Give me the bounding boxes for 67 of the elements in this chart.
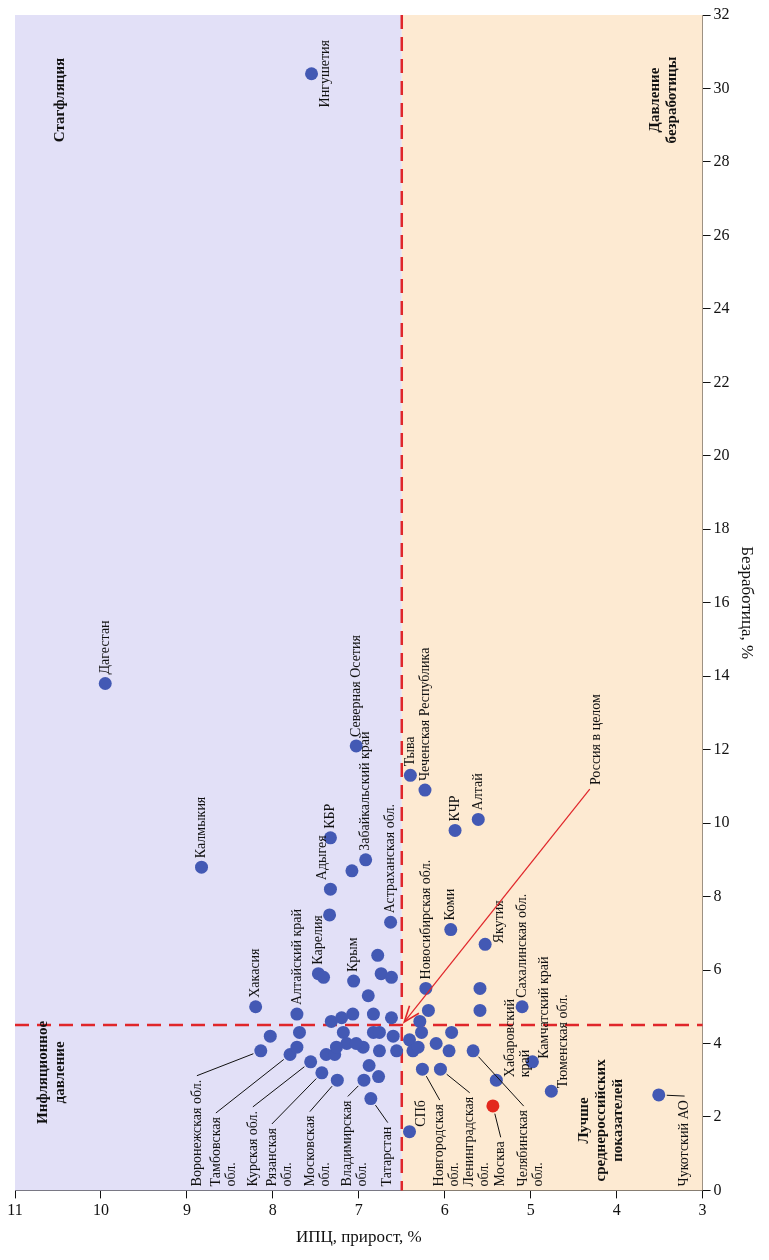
x-tick-label: 9 [182, 1201, 191, 1219]
annotation: Тыва [402, 735, 418, 767]
x-tick-label: 11 [7, 1201, 23, 1219]
y-tick-label: 32 [713, 5, 730, 23]
y-tick-label: 26 [713, 225, 730, 243]
y-tick-label: 16 [713, 592, 730, 610]
y-tick-label: 30 [713, 78, 730, 96]
y-tick-label: 12 [713, 739, 730, 757]
x-tick-label: 4 [612, 1201, 621, 1219]
annotation: Якутия [490, 899, 506, 944]
y-tick-label: 14 [713, 666, 730, 684]
annotation: Ленинградская обл. [461, 1096, 492, 1187]
annotation: Хакасия [247, 947, 263, 998]
annotation: Москва [492, 1140, 508, 1187]
annotation: Челябинская обл. [515, 1109, 546, 1187]
annotation: Татарстан [379, 1126, 395, 1187]
annotation: Астраханская обл. [382, 804, 398, 914]
annotation: СПб [413, 1100, 429, 1127]
y-tick-label: 4 [713, 1033, 722, 1051]
annotation: КЧР [446, 795, 462, 822]
annotation: Инфляционное давление [33, 1020, 67, 1124]
annotation: Дагестан [96, 619, 112, 675]
annotation: Тюменская обл. [555, 994, 570, 1089]
annotation: Новгородская обл. [431, 1103, 462, 1187]
y-tick-label: 20 [713, 445, 730, 463]
y-tick-label: 10 [713, 813, 730, 831]
y-axis-title: Безработица, % [738, 546, 758, 660]
annotation: Лучше среднероссийских показателей [575, 1058, 626, 1182]
annotation: Новосибирская обл. [417, 859, 433, 980]
annotation: Стагфляция [50, 57, 67, 143]
annotation: Чукотский АО [676, 1100, 692, 1187]
y-tick-label: 2 [713, 1107, 722, 1125]
y-tick-label: 6 [713, 960, 722, 978]
y-tick-label: 18 [713, 519, 730, 537]
annotation: Алтай [469, 772, 485, 811]
x-tick-label: 6 [440, 1201, 449, 1219]
annotation: Курская обл. [244, 1110, 260, 1187]
x-tick-label: 5 [526, 1201, 535, 1219]
annotation: Коми [442, 888, 458, 921]
annotation: КБР [322, 803, 338, 829]
annotation: Тамбовская обл. [207, 1116, 238, 1187]
annotation: Воронежская обл. [188, 1079, 204, 1187]
y-tick-label: 22 [713, 372, 730, 390]
annotation: Калмыкия [193, 796, 209, 859]
annotation: Адыгея [314, 834, 330, 881]
annotation: Ингушетия [317, 39, 333, 108]
annotation: Алтайский край [288, 908, 304, 1006]
x-tick-label: 7 [354, 1201, 363, 1219]
annotation: Московская обл. [301, 1115, 332, 1187]
annotation: Владимирская обл. [339, 1099, 370, 1187]
y-tick-label: 8 [713, 886, 722, 904]
annotation: Давление безработицы [646, 56, 680, 144]
y-tick-label: 0 [713, 1180, 722, 1198]
x-tick-label: 3 [698, 1201, 707, 1219]
x-tick-label: 8 [268, 1201, 277, 1219]
annotation: Карелия [310, 914, 326, 965]
annotation: Россия в целом [588, 693, 604, 786]
x-axis-title: ИПЦ, прирост, % [295, 1227, 422, 1247]
annotation: Чеченская Республика [416, 646, 432, 782]
x-tick-label: 10 [92, 1201, 109, 1219]
annotation: Крым [345, 937, 361, 973]
annotation: Хабаровский край [501, 998, 532, 1078]
annotation: Камчатский край [536, 955, 552, 1059]
annotation: Рязанская обл. [263, 1127, 294, 1187]
annotation: Сахалинская обл. [513, 893, 529, 998]
y-tick-label: 28 [713, 152, 730, 170]
y-tick-label: 24 [713, 299, 730, 317]
